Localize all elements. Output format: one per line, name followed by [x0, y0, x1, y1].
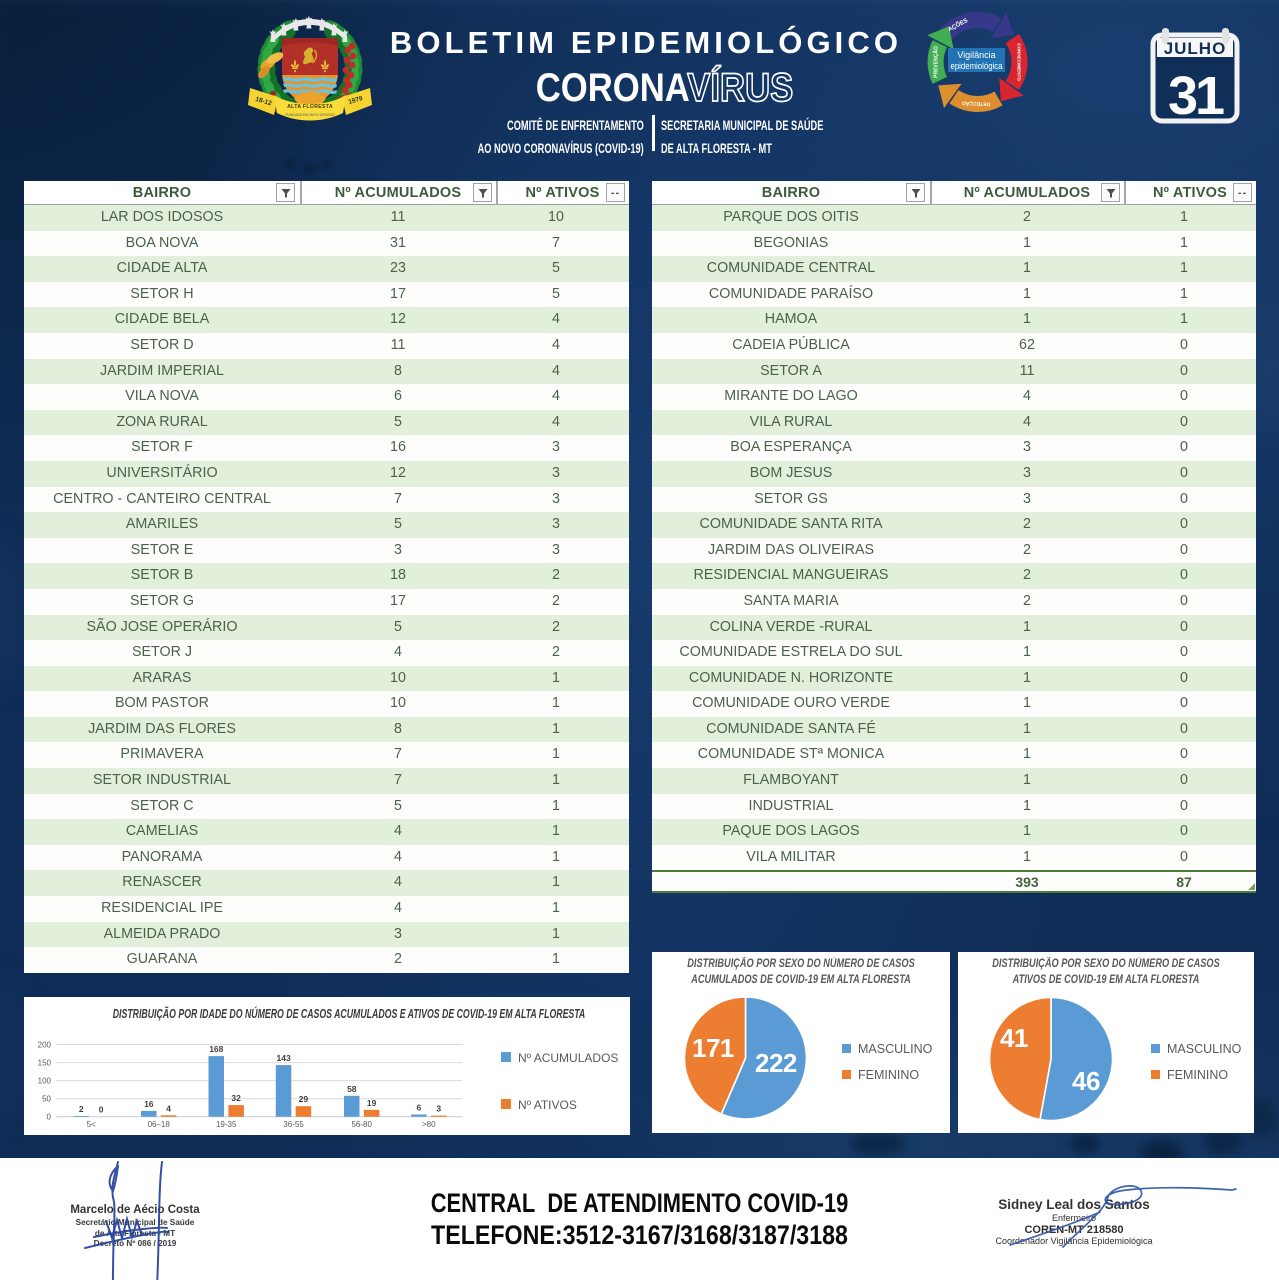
svg-text:2: 2 [79, 1104, 84, 1114]
svg-text:PREVENÇÃO: PREVENÇÃO [932, 46, 939, 78]
svg-text:143: 143 [277, 1053, 291, 1063]
svg-text:18-12: 18-12 [254, 96, 272, 108]
svg-text:DETECÇÃO: DETECÇÃO [962, 100, 990, 108]
svg-text:FUNDADO EM MATO GROSSO: FUNDADO EM MATO GROSSO [285, 113, 334, 117]
svg-text:0: 0 [99, 1105, 104, 1115]
svg-text:56-80: 56-80 [351, 1120, 372, 1129]
svg-text:29: 29 [299, 1094, 309, 1104]
svg-text:Vigilância: Vigilância [957, 50, 995, 60]
svg-text:4: 4 [166, 1103, 171, 1113]
svg-text:>80: >80 [422, 1120, 436, 1129]
svg-text:JULHO: JULHO [1164, 39, 1227, 58]
svg-text:31: 31 [1168, 66, 1224, 124]
svg-text:150: 150 [38, 1058, 52, 1067]
svg-text:epidemiológica: epidemiológica [951, 61, 1003, 71]
svg-text:32: 32 [231, 1093, 241, 1103]
svg-text:36-55: 36-55 [283, 1120, 304, 1129]
svg-text:19: 19 [367, 1098, 377, 1108]
svg-text:1979: 1979 [348, 95, 364, 106]
svg-text:168: 168 [209, 1044, 223, 1054]
svg-text:200: 200 [38, 1040, 52, 1049]
svg-text:CONHECIMENTO: CONHECIMENTO [1017, 43, 1022, 81]
svg-text:16: 16 [144, 1099, 154, 1109]
svg-text:100: 100 [38, 1076, 52, 1085]
svg-text:19-35: 19-35 [216, 1120, 237, 1129]
svg-text:5<: 5< [87, 1120, 96, 1129]
svg-text:58: 58 [347, 1084, 357, 1094]
svg-text:0: 0 [47, 1113, 52, 1122]
svg-text:06–18: 06–18 [148, 1120, 171, 1129]
svg-text:3: 3 [436, 1104, 441, 1114]
svg-text:6: 6 [417, 1103, 422, 1113]
svg-text:50: 50 [42, 1095, 51, 1104]
svg-text:ALTA FLORESTA: ALTA FLORESTA [287, 104, 333, 110]
